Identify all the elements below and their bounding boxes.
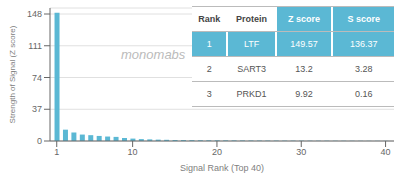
svg-text:20: 20	[212, 147, 222, 157]
html-text:S score: S score	[347, 14, 380, 24]
html-text:136.37: 136.37	[349, 39, 378, 49]
html-text:Z score: Z score	[288, 14, 321, 24]
svg-text:111: 111	[28, 41, 42, 51]
html-text:monomabs: monomabs	[121, 46, 186, 62]
html-text:13.2: 13.2	[295, 64, 313, 74]
html-text:149.57: 149.57	[290, 39, 318, 49]
svg-text:0: 0	[37, 136, 42, 146]
svg-text:Signal Rank (Top 40): Signal Rank (Top 40)	[180, 163, 264, 173]
html-text:PRKD1: PRKD1	[236, 89, 267, 99]
html-text:3.28: 3.28	[354, 64, 373, 74]
html-text:Rank: Rank	[198, 14, 221, 24]
svg-text:30: 30	[296, 147, 306, 157]
svg-text:1: 1	[54, 147, 59, 157]
svg-text:40: 40	[381, 147, 391, 157]
html-text:9.92: 9.92	[295, 89, 313, 99]
html-text:3: 3	[206, 89, 212, 99]
html-text:Protein: Protein	[236, 14, 268, 24]
html-text:0.16: 0.16	[354, 89, 373, 99]
html-text:SART3: SART3	[237, 64, 266, 74]
html-text:1: 1	[206, 39, 212, 49]
svg-text:74: 74	[32, 73, 42, 83]
svg-text:10: 10	[128, 147, 138, 157]
svg-text:Strength of Signal (Z score): Strength of Signal (Z score)	[8, 25, 17, 123]
html-text:LTF: LTF	[243, 39, 260, 49]
html-text:2: 2	[206, 64, 212, 74]
svg-text:148: 148	[27, 9, 42, 19]
svg-text:37: 37	[32, 104, 42, 114]
